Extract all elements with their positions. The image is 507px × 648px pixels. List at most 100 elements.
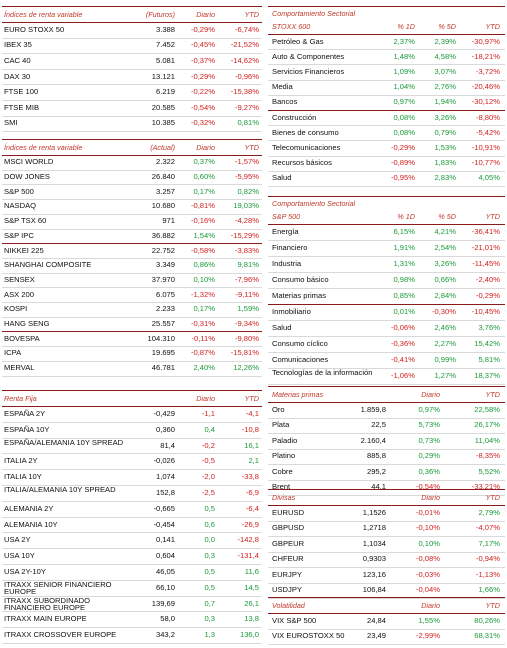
row-label: Salud bbox=[272, 323, 292, 332]
row-value: -1,32% bbox=[190, 289, 215, 299]
row-label: DAX 30 bbox=[4, 71, 31, 81]
row-rule bbox=[268, 598, 505, 599]
row-value: -0,87% bbox=[190, 348, 215, 358]
row-value: 1,53% bbox=[434, 143, 456, 152]
row-label: S&P 500 bbox=[4, 186, 34, 196]
row-value: 0,66% bbox=[434, 275, 456, 284]
row-label: Brent bbox=[272, 482, 291, 492]
column-header: Índices de renta variable bbox=[4, 10, 83, 19]
row-value: 23,49 bbox=[366, 631, 386, 641]
row-value: 2,79% bbox=[478, 507, 500, 517]
row-value: -9,34% bbox=[234, 319, 259, 329]
row-value: 5.081 bbox=[155, 56, 175, 65]
row-label: Bancos bbox=[272, 97, 298, 107]
row-rule bbox=[2, 500, 262, 502]
row-value: -10,8 bbox=[241, 424, 259, 434]
row-label: ICPA bbox=[4, 348, 22, 358]
row-value: 1,1034 bbox=[362, 538, 386, 548]
row-value: 3,26% bbox=[434, 259, 456, 268]
row-value: -6,9 bbox=[245, 487, 259, 497]
row-label: S&P IPC bbox=[4, 230, 34, 240]
row-value: 3.257 bbox=[155, 186, 175, 196]
row-rule bbox=[2, 302, 262, 303]
row-rule bbox=[2, 199, 262, 201]
row-value: -36,41% bbox=[471, 227, 500, 236]
row-value: -0,03% bbox=[415, 569, 440, 579]
row-value: 0,141 bbox=[155, 535, 175, 545]
row-label: CAC 40 bbox=[4, 56, 31, 65]
row-value: 2,37% bbox=[393, 36, 415, 46]
row-label: CHFEUR bbox=[272, 554, 304, 564]
row-rule bbox=[268, 49, 505, 51]
column-header: Materias primas bbox=[272, 390, 324, 399]
row-value: 343,2 bbox=[155, 630, 175, 640]
header-rule bbox=[2, 406, 262, 407]
header-rule bbox=[268, 402, 505, 403]
row-rule bbox=[2, 421, 262, 423]
row-value: -3,83% bbox=[234, 245, 259, 255]
row-value: 1,31% bbox=[393, 259, 415, 268]
column-header: Renta Fija bbox=[4, 394, 37, 403]
row-value: 2,76% bbox=[434, 82, 456, 92]
row-label: ESPAÑA 10Y bbox=[4, 424, 50, 434]
row-value: -2,0 bbox=[201, 472, 215, 482]
row-value: -0,22% bbox=[190, 87, 215, 97]
row-value: 36.882 bbox=[151, 230, 175, 240]
row-value: 10.385 bbox=[151, 118, 175, 128]
row-rule bbox=[2, 532, 262, 534]
row-rule bbox=[2, 257, 262, 259]
column-header: Divisas bbox=[272, 493, 296, 502]
row-rule bbox=[268, 140, 505, 142]
column-header: Índices de renta variable bbox=[4, 143, 83, 152]
row-label: ITALIA 10Y bbox=[4, 472, 42, 482]
row-label: Recursos básicos bbox=[272, 158, 332, 168]
column-header: Diario bbox=[421, 390, 440, 399]
row-value: -15,29% bbox=[230, 230, 259, 240]
row-value: 6.075 bbox=[155, 289, 175, 299]
row-value: -0,95% bbox=[390, 173, 415, 183]
section-title: Comportamiento Sectorial bbox=[272, 9, 356, 18]
row-label: MERVAL bbox=[4, 363, 35, 373]
row-rule bbox=[268, 320, 505, 321]
row-rule bbox=[268, 336, 505, 337]
row-label: S&P TSX 60 bbox=[4, 216, 47, 226]
row-value: 971 bbox=[162, 216, 175, 226]
row-value: 2,40% bbox=[193, 363, 215, 373]
row-label: ESPAÑA/ALEMANIA 10Y SPREAD bbox=[4, 437, 124, 447]
row-rule bbox=[268, 644, 505, 645]
row-value: -0,45% bbox=[190, 40, 215, 50]
row-label: GBPUSD bbox=[272, 523, 305, 533]
row-value: -10,77% bbox=[471, 158, 500, 168]
row-label: Bienes de consumo bbox=[272, 127, 339, 137]
row-label: EURO STOXX 50 bbox=[4, 24, 65, 34]
row-value: 26,1 bbox=[244, 598, 259, 608]
row-value: 22.752 bbox=[151, 245, 175, 255]
row-value: 2.233 bbox=[155, 304, 175, 314]
row-label: VIX S&P 500 bbox=[272, 615, 317, 625]
row-value: 1,074 bbox=[155, 472, 175, 482]
row-value: -1,1 bbox=[201, 408, 215, 418]
row-value: 3,07% bbox=[434, 67, 456, 76]
row-value: 885,8 bbox=[366, 451, 386, 461]
row-value: -0,54% bbox=[190, 102, 215, 112]
row-label: FTSE 100 bbox=[4, 87, 39, 97]
row-rule bbox=[2, 453, 262, 455]
row-value: -18,21% bbox=[471, 51, 500, 61]
row-rule bbox=[268, 155, 505, 157]
row-rule bbox=[2, 53, 262, 55]
row-value: 5,81% bbox=[478, 355, 500, 364]
section-rule bbox=[2, 139, 262, 140]
row-label: EURJPY bbox=[272, 569, 302, 579]
row-value: 1,91% bbox=[393, 243, 415, 252]
row-rule bbox=[2, 84, 262, 86]
row-value: -0,29% bbox=[475, 291, 500, 300]
row-value: 1.859,8 bbox=[360, 404, 386, 414]
column-header: % 1D bbox=[397, 22, 415, 31]
row-rule bbox=[268, 79, 505, 81]
row-value: 1,09% bbox=[393, 67, 415, 76]
row-value: 37.970 bbox=[151, 274, 175, 284]
row-value: 24,84 bbox=[366, 615, 386, 625]
row-value: -0,36% bbox=[390, 339, 415, 348]
row-value: -0,04% bbox=[415, 585, 440, 595]
row-rule bbox=[2, 287, 262, 289]
